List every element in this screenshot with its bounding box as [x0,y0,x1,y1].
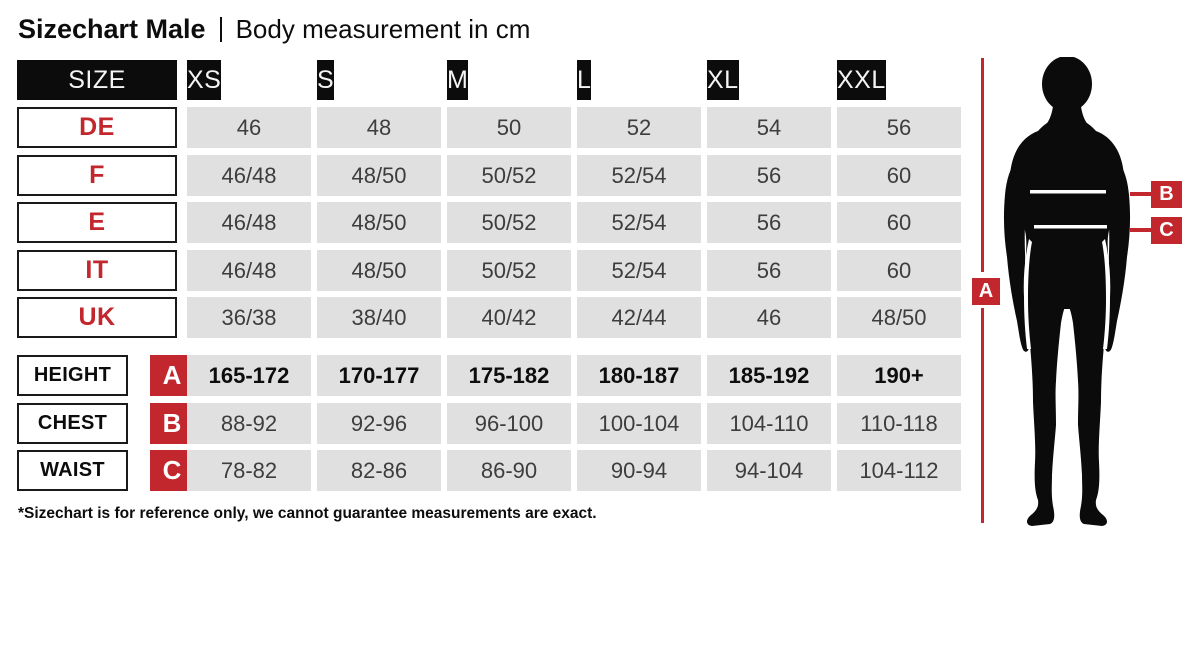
cell: 46 [187,107,311,148]
cell: 38/40 [317,297,441,338]
cell: 82-86 [317,450,441,491]
height-measure-line [981,58,984,272]
cell: 56 [707,250,831,291]
figure-badge-c: C [1151,217,1182,244]
cell: 48/50 [837,297,961,338]
cell: 110-118 [837,403,961,444]
footnote: *Sizechart is for reference only, we can… [18,505,597,522]
chest-measure-line [1030,190,1106,194]
row-label-waist: WAIST [17,450,128,491]
cell: 60 [837,250,961,291]
cell: 36/38 [187,297,311,338]
cell: 50 [447,107,571,148]
figure-badge-b: B [1151,181,1182,208]
row-label-de: DE [17,107,177,148]
cell: 52/54 [577,202,701,243]
cell: 42/44 [577,297,701,338]
cell: 52/54 [577,250,701,291]
cell: 86-90 [447,450,571,491]
waist-callout-line [1130,228,1151,232]
cell: 78-82 [187,450,311,491]
cell: 46/48 [187,250,311,291]
row-badge-a: A [150,355,194,396]
header-cell-xs: XS [187,60,222,100]
table-row-chest: CHEST B 88-92 92-96 96-100 100-104 104-1… [17,403,967,444]
header-cell-xl: XL [707,60,739,100]
row-label-it: IT [17,250,177,291]
cell: 90-94 [577,450,701,491]
title-subtitle: Body measurement in cm [235,13,531,44]
cell: 50/52 [447,250,571,291]
height-measure-line [981,308,984,523]
cell: 104-112 [837,450,961,491]
cell: 92-96 [317,403,441,444]
header-cell-xxl: XXL [837,60,886,100]
cell: 104-110 [707,403,831,444]
cell: 180-187 [577,355,701,396]
row-badge-b: B [150,403,194,444]
cell: 94-104 [707,450,831,491]
table-row-de: DE 46 48 50 52 54 56 [17,107,967,148]
cell: 190+ [837,355,961,396]
table-row-e: E 46/48 48/50 50/52 52/54 56 60 [17,202,967,243]
cell: 96-100 [447,403,571,444]
cell: 40/42 [447,297,571,338]
cell: 56 [707,155,831,196]
cell: 56 [837,107,961,148]
cell: 52 [577,107,701,148]
title-divider [219,16,222,42]
waist-measure-line [1034,225,1107,229]
row-label-uk: UK [17,297,177,338]
row-label-chest: CHEST [17,403,128,444]
title-main: Sizechart Male [18,13,206,44]
row-badge-c: C [150,450,194,491]
cell: 46/48 [187,155,311,196]
cell: 48/50 [317,202,441,243]
figure-badge-a: A [972,278,1000,305]
cell: 48/50 [317,250,441,291]
cell: 46/48 [187,202,311,243]
cell: 175-182 [447,355,571,396]
cell: 165-172 [187,355,311,396]
table-row-uk: UK 36/38 38/40 40/42 42/44 46 48/50 [17,297,967,338]
cell: 54 [707,107,831,148]
cell: 100-104 [577,403,701,444]
cell: 185-192 [707,355,831,396]
cell: 46 [707,297,831,338]
cell: 170-177 [317,355,441,396]
cell: 48/50 [317,155,441,196]
header-cell-l: L [577,60,592,100]
cell: 48 [317,107,441,148]
row-label-height: HEIGHT [17,355,128,396]
table-header-row: SIZE XS S M L XL XXL [17,60,967,100]
row-label-e: E [17,202,177,243]
cell: 88-92 [187,403,311,444]
header-cell-s: S [317,60,335,100]
table-row-waist: WAIST C 78-82 82-86 86-90 90-94 94-104 1… [17,450,967,491]
cell: 50/52 [447,155,571,196]
chest-callout-line [1130,192,1151,196]
header-cell-m: M [447,60,469,100]
table-row-height: HEIGHT A 165-172 170-177 175-182 180-187… [17,355,967,396]
header-cell-size: SIZE [17,60,177,100]
cell: 60 [837,202,961,243]
row-label-f: F [17,155,177,196]
cell: 52/54 [577,155,701,196]
page-title: Sizechart Male Body measurement in cm [18,12,530,46]
table-row-f: F 46/48 48/50 50/52 52/54 56 60 [17,155,967,196]
cell: 60 [837,155,961,196]
cell: 56 [707,202,831,243]
table-row-it: IT 46/48 48/50 50/52 52/54 56 60 [17,250,967,291]
cell: 50/52 [447,202,571,243]
male-body-silhouette [1003,57,1131,526]
